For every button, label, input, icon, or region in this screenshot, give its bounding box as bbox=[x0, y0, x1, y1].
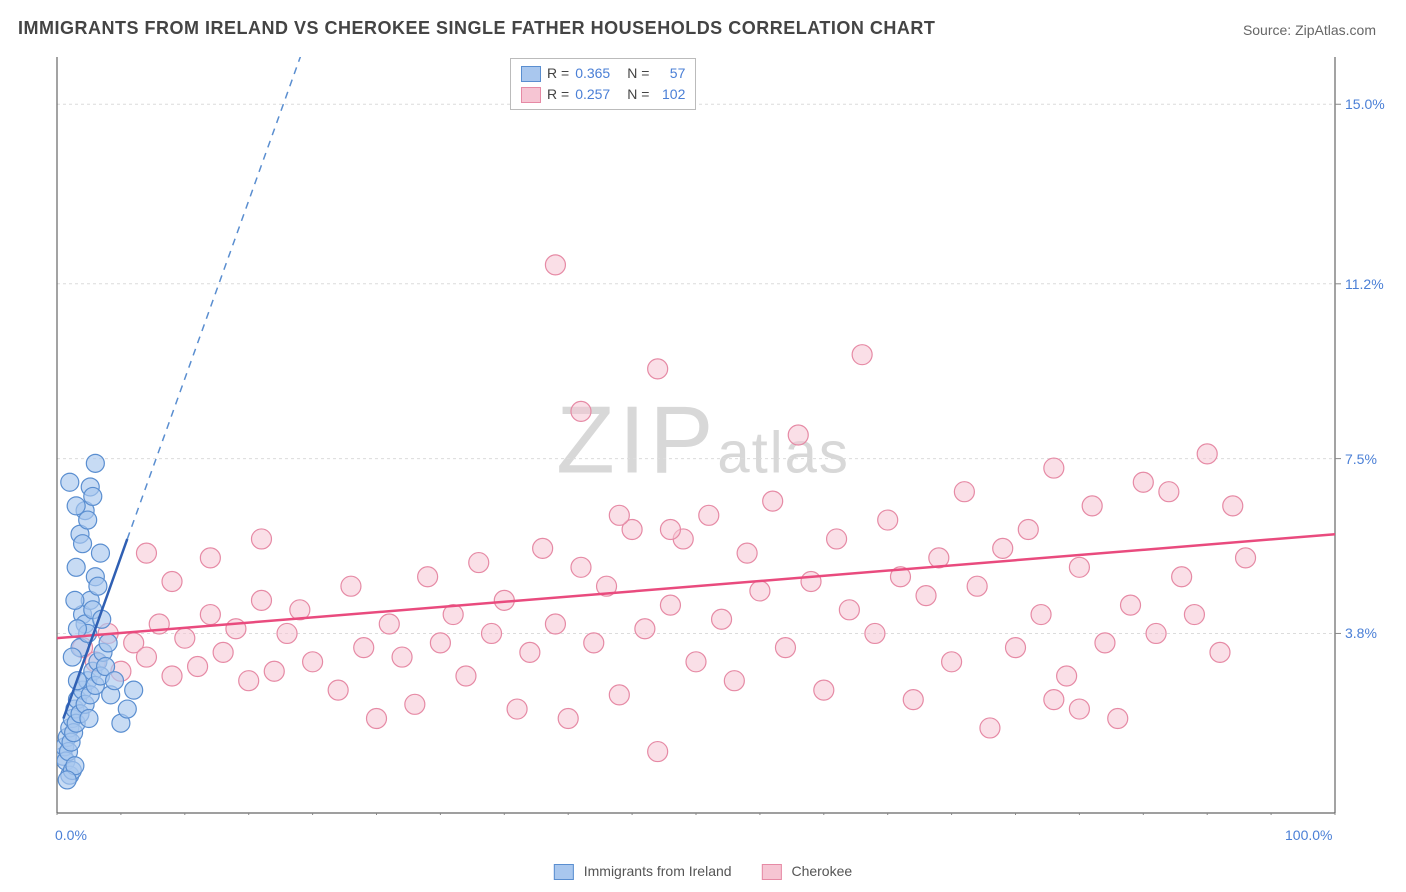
chart-source: Source: ZipAtlas.com bbox=[1243, 22, 1376, 38]
swatch-ireland bbox=[554, 864, 574, 880]
legend-item-ireland: Immigrants from Ireland bbox=[554, 863, 732, 880]
series-legend: Immigrants from Ireland Cherokee bbox=[554, 863, 852, 880]
x-tick-label: 0.0% bbox=[55, 827, 87, 843]
legend-label-cherokee: Cherokee bbox=[791, 863, 852, 879]
plot-svg bbox=[55, 55, 1375, 815]
y-tick-label: 15.0% bbox=[1345, 96, 1385, 112]
y-tick-label: 3.8% bbox=[1345, 625, 1377, 641]
scatter-plot bbox=[55, 55, 1375, 815]
swatch-cherokee-top bbox=[521, 87, 541, 103]
legend-label-ireland: Immigrants from Ireland bbox=[584, 863, 732, 879]
legend-row-cherokee: R =0.257N =102 bbox=[521, 84, 685, 105]
swatch-cherokee bbox=[762, 864, 782, 880]
correlation-legend: R =0.365N =57R =0.257N =102 bbox=[510, 58, 696, 110]
swatch-ireland-top bbox=[521, 66, 541, 82]
chart-title: IMMIGRANTS FROM IRELAND VS CHEROKEE SING… bbox=[18, 18, 935, 39]
x-tick-label: 100.0% bbox=[1285, 827, 1332, 843]
y-tick-label: 7.5% bbox=[1345, 451, 1377, 467]
y-tick-label: 11.2% bbox=[1345, 276, 1384, 292]
legend-item-cherokee: Cherokee bbox=[762, 863, 853, 880]
legend-row-ireland: R =0.365N =57 bbox=[521, 63, 685, 84]
